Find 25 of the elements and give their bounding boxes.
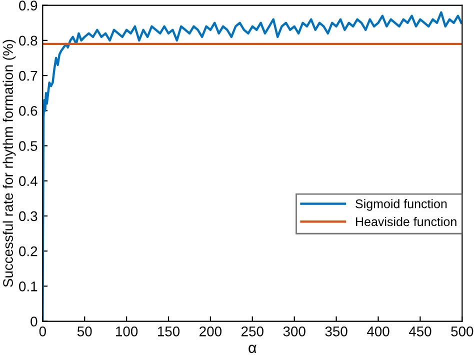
x-tick-label: 400 bbox=[366, 326, 390, 336]
x-tick-label: 50 bbox=[77, 326, 92, 336]
x-tick-label: 350 bbox=[325, 326, 348, 336]
y-tick-label: 0.4 bbox=[19, 176, 38, 186]
x-tick-label: 250 bbox=[242, 326, 264, 336]
x-tick-label: 0 bbox=[39, 326, 46, 336]
y-tick-label: 0.8 bbox=[19, 36, 38, 46]
x-tick-label: 200 bbox=[200, 326, 222, 336]
y-tick-label: 0.6 bbox=[19, 106, 38, 116]
y-tick-label: 0.2 bbox=[19, 246, 38, 256]
legend-label: Sigmoid function bbox=[356, 199, 447, 211]
x-tick-label: 300 bbox=[283, 326, 306, 336]
y-tick-label: 0.1 bbox=[19, 282, 38, 292]
x-tick-label: 500 bbox=[451, 326, 474, 336]
y-tick-label: 0 bbox=[30, 316, 38, 326]
legend-label: Heaviside function bbox=[356, 216, 456, 226]
x-tick-label: 450 bbox=[408, 326, 432, 336]
y-tick-label: 0.9 bbox=[19, 0, 38, 10]
y-tick-label: 0.5 bbox=[19, 141, 38, 151]
x-axis-title: α bbox=[248, 344, 256, 354]
y-tick-label: 0.3 bbox=[19, 211, 38, 222]
x-tick-label: 150 bbox=[158, 326, 180, 336]
x-tick-label: 100 bbox=[116, 326, 138, 336]
y-axis-title: Successful rate for rhythm formation (%) bbox=[2, 40, 16, 287]
y-tick-label: 0.7 bbox=[19, 70, 38, 81]
